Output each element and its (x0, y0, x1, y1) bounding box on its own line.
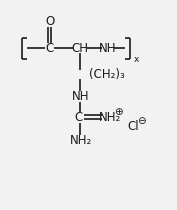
Text: CH: CH (71, 42, 88, 55)
Text: O: O (45, 15, 55, 28)
Text: C: C (74, 111, 82, 124)
Text: Cl: Cl (127, 120, 139, 133)
Text: NH: NH (99, 42, 117, 55)
Text: ⊖: ⊖ (137, 117, 146, 126)
Text: (CH₂)₃: (CH₂)₃ (89, 68, 125, 81)
Text: NH: NH (72, 90, 89, 103)
Text: ⊕: ⊕ (114, 107, 123, 117)
Text: NH₂: NH₂ (70, 134, 92, 147)
Text: C: C (46, 42, 54, 55)
Text: NH₂: NH₂ (98, 111, 121, 124)
Text: x: x (134, 55, 139, 64)
